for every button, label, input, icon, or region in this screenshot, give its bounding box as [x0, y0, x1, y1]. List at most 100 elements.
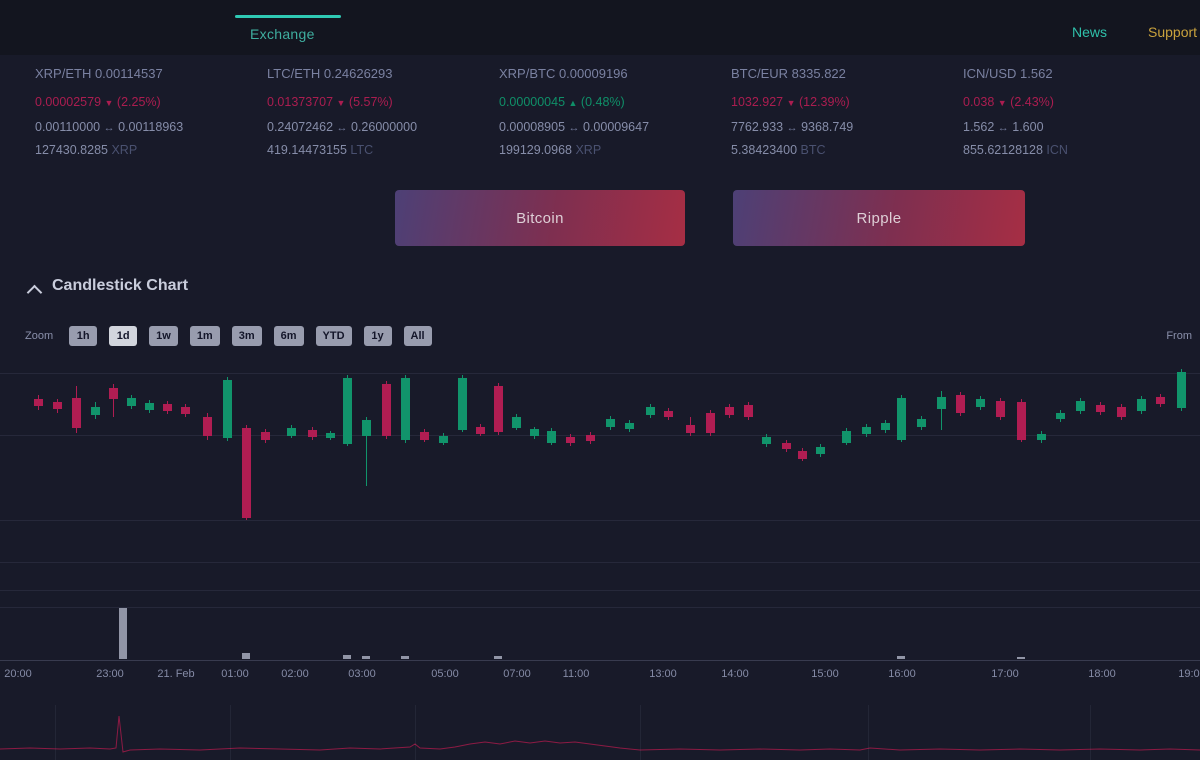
- ticker-volume: 199129.0968 XRP: [499, 143, 602, 157]
- candle-up: [646, 407, 655, 415]
- candle-wick: [729, 404, 730, 418]
- candle-wick: [551, 428, 552, 445]
- zoom-button-1h[interactable]: 1h: [69, 326, 98, 346]
- tab-exchange[interactable]: Exchange: [250, 26, 315, 42]
- candle-wick: [650, 404, 651, 418]
- candle-wick: [1181, 369, 1182, 411]
- candle-wick: [462, 375, 463, 432]
- ticker-XRP-BTC[interactable]: XRP/BTC 0.00009196 0.00000045 ▲ (0.48%) 0.…: [499, 66, 731, 166]
- candle-wick: [941, 391, 942, 430]
- x-axis-label: 18:00: [1088, 668, 1116, 680]
- candle-wick: [57, 399, 58, 413]
- navigator[interactable]: [0, 700, 1200, 760]
- navigator-gridline: [640, 705, 641, 760]
- candle-wick: [405, 375, 406, 443]
- nav-link-news[interactable]: News: [1072, 24, 1108, 40]
- collapse-chevron-icon[interactable]: [26, 284, 43, 301]
- candle-up: [1177, 372, 1186, 408]
- bitcoin-button[interactable]: Bitcoin: [395, 190, 685, 246]
- volume-bar: [362, 656, 370, 659]
- zoom-button-3m[interactable]: 3m: [231, 326, 262, 346]
- candle-up: [362, 420, 371, 436]
- candle-up: [816, 447, 825, 454]
- navigator-gridline: [230, 705, 231, 760]
- zoom-buttons: 1h 1d 1w 1m 3m 6m YTD 1y All: [69, 326, 432, 346]
- ticker-ICN-USD[interactable]: ICN/USD 1.562 0.038 ▼ (2.43%) 1.562 ↔ 1.60…: [963, 66, 1195, 166]
- x-axis-line: [0, 660, 1200, 661]
- nav-link-support[interactable]: Support: [1148, 24, 1198, 40]
- candle-wick: [207, 413, 208, 440]
- candle-wick: [131, 395, 132, 409]
- candle-wick: [901, 395, 902, 442]
- ticker-BTC-EUR[interactable]: BTC/EUR 8335.822 1032.927 ▼ (12.39%) 7762.…: [731, 66, 963, 166]
- navigator-gridline: [868, 705, 869, 760]
- ticker-XRP-ETH[interactable]: XRP/ETH 0.00114537 0.00002579 ▼ (2.25%) 0.…: [35, 66, 267, 166]
- candle-up: [1056, 413, 1065, 419]
- candle-up: [145, 403, 154, 410]
- candle-up: [326, 433, 335, 438]
- ripple-button[interactable]: Ripple: [733, 190, 1025, 246]
- ticker-unit: LTC: [350, 143, 374, 157]
- zoom-button-ytd[interactable]: YTD: [315, 326, 352, 346]
- candle-wick: [38, 395, 39, 410]
- candle-wick: [330, 431, 331, 440]
- candle-wick: [921, 416, 922, 430]
- candle-wick: [480, 424, 481, 436]
- candle-up: [1037, 434, 1046, 440]
- candle-wick: [590, 432, 591, 444]
- candle-down: [476, 427, 485, 434]
- volume-bar: [343, 655, 351, 659]
- candle-wick: [960, 392, 961, 416]
- gridline: [0, 435, 1200, 436]
- ticker-volume: 419.14473155 LTC: [267, 143, 374, 157]
- zoom-button-1w[interactable]: 1w: [149, 326, 178, 346]
- candle-wick: [227, 377, 228, 441]
- ticker-LTC-ETH[interactable]: LTC/ETH 0.24626293 0.01373707 ▼ (5.57%) 0.…: [267, 66, 499, 166]
- candle-up: [439, 436, 448, 443]
- navigator-series-line: [0, 715, 1200, 753]
- x-axis-label: 14:00: [721, 668, 749, 680]
- candle-down: [34, 399, 43, 406]
- candle-wick: [113, 384, 114, 417]
- zoom-button-1m[interactable]: 1m: [189, 326, 220, 346]
- ticker-change: 1032.927 ▼ (12.39%): [731, 95, 850, 109]
- candle-up: [530, 429, 539, 436]
- ticker-volume: 5.38423400 BTC: [731, 143, 826, 157]
- active-tab-indicator: [235, 15, 341, 18]
- ticker-change: 0.01373707 ▼ (5.57%): [267, 95, 393, 109]
- navigator-chart: [0, 715, 1200, 753]
- candle-up: [917, 419, 926, 427]
- ticker-pair-price: LTC/ETH 0.24626293: [267, 66, 393, 81]
- candle-down: [725, 407, 734, 415]
- candle-down: [664, 411, 673, 417]
- candle-wick: [710, 410, 711, 436]
- range-arrows-icon: ↔: [786, 122, 798, 134]
- x-axis-label: 21. Feb: [157, 668, 195, 680]
- candle-wick: [76, 386, 77, 433]
- candle-down: [308, 430, 317, 437]
- candle-wick: [668, 408, 669, 420]
- candle-wick: [347, 375, 348, 446]
- candle-wick: [570, 434, 571, 446]
- ticker-pair-price: XRP/BTC 0.00009196: [499, 66, 628, 81]
- candle-up: [458, 378, 467, 430]
- ticker-pair-price: XRP/ETH 0.00114537: [35, 66, 163, 81]
- candle-wick: [386, 381, 387, 439]
- x-axis-label: 17:00: [991, 668, 1019, 680]
- volume-bar: [897, 656, 905, 659]
- candle-down: [203, 417, 212, 436]
- x-axis-label: 20:00: [4, 668, 32, 680]
- candle-wick: [1021, 399, 1022, 442]
- candle-up: [547, 431, 556, 443]
- section-title: Candlestick Chart: [52, 277, 189, 294]
- candle-up: [91, 407, 100, 415]
- zoom-button-all[interactable]: All: [403, 326, 432, 346]
- ticker-pair-price: BTC/EUR 8335.822: [731, 66, 846, 81]
- ticker-range: 0.24072462 ↔ 0.26000000: [267, 120, 418, 134]
- zoom-button-6m[interactable]: 6m: [273, 326, 304, 346]
- candle-wick: [766, 434, 767, 447]
- zoom-button-1y[interactable]: 1y: [363, 326, 392, 346]
- zoom-button-1d[interactable]: 1d: [109, 326, 138, 346]
- candle-down: [382, 384, 391, 436]
- candle-wick: [291, 425, 292, 438]
